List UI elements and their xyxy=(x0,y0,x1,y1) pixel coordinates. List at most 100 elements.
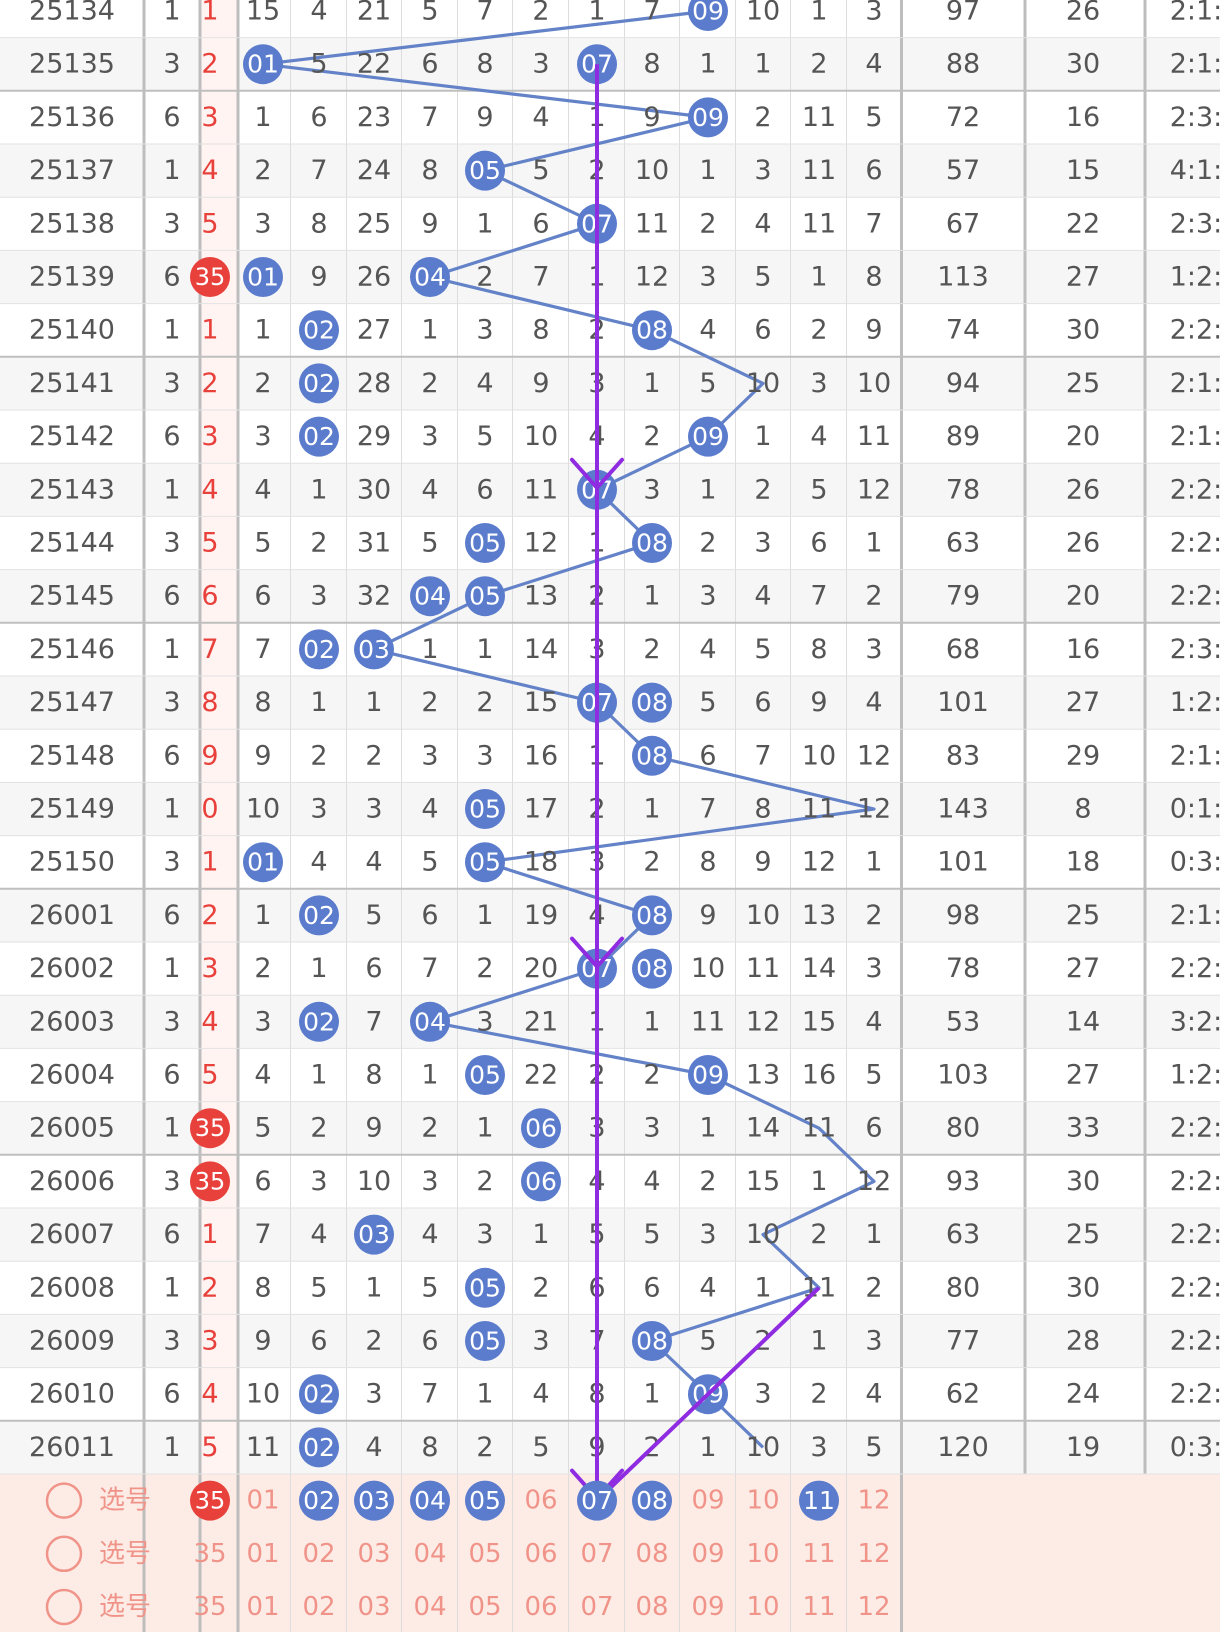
select-number[interactable]: 11 xyxy=(802,1592,835,1622)
miss-count: 11 xyxy=(802,1113,836,1144)
select-number[interactable]: 09 xyxy=(691,1486,724,1516)
miss-count: 9 xyxy=(865,315,882,346)
select-number[interactable]: 05 xyxy=(468,1592,501,1622)
miss-count: 1 xyxy=(476,208,493,239)
ball xyxy=(299,629,339,670)
miss-count: 8 xyxy=(476,49,493,80)
select-number[interactable]: 06 xyxy=(524,1539,557,1569)
span-value: 20 xyxy=(1066,421,1100,452)
select-number[interactable]: 01 xyxy=(246,1486,279,1516)
ball xyxy=(465,1321,505,1361)
red-column-bg xyxy=(200,0,238,1474)
sum-value: 74 xyxy=(946,315,980,346)
span-value: 25 xyxy=(1066,900,1100,931)
miss-count: 1 xyxy=(254,315,271,346)
select-number[interactable]: 12 xyxy=(857,1539,890,1569)
miss-count: 13 xyxy=(746,1060,780,1091)
miss-count: 2 xyxy=(810,315,827,346)
select-number[interactable]: 06 xyxy=(524,1592,557,1622)
select-number[interactable]: 10 xyxy=(746,1592,779,1622)
miss-count: 2 xyxy=(699,1166,716,1197)
miss-count: 7 xyxy=(532,262,549,293)
span-value: 16 xyxy=(1066,634,1100,665)
miss-count: 3 xyxy=(699,262,716,293)
selected-number-ball[interactable] xyxy=(799,1480,839,1521)
miss-count: 5 xyxy=(476,421,493,452)
span-value: 29 xyxy=(1066,740,1100,771)
selected-number-ball[interactable] xyxy=(354,1480,394,1521)
column-value: 6 xyxy=(163,1379,180,1410)
select-number[interactable]: 05 xyxy=(468,1539,501,1569)
miss-count: 21 xyxy=(357,0,391,27)
miss-count: 17 xyxy=(524,794,558,825)
select-number[interactable]: 03 xyxy=(357,1539,390,1569)
miss-count: 5 xyxy=(254,1113,271,1144)
select-number[interactable]: 10 xyxy=(746,1486,779,1516)
miss-count: 5 xyxy=(365,900,382,931)
sum-value: 79 xyxy=(946,581,980,612)
select-number[interactable]: 06 xyxy=(524,1486,557,1516)
miss-count: 3 xyxy=(310,794,327,825)
selected-number-ball[interactable] xyxy=(577,1480,617,1521)
sum-value: 62 xyxy=(946,1379,980,1410)
span-value: 30 xyxy=(1066,1166,1100,1197)
select-number[interactable]: 09 xyxy=(691,1592,724,1622)
miss-count: 6 xyxy=(421,900,438,931)
select-number[interactable]: 08 xyxy=(635,1539,668,1569)
issue-number: 25142 xyxy=(29,421,115,452)
ball-number: 06 xyxy=(525,1167,557,1196)
sum-value: 93 xyxy=(946,1166,980,1197)
selected-number-ball[interactable] xyxy=(465,1480,505,1521)
span-value: 14 xyxy=(1066,1006,1100,1037)
miss-count: 2 xyxy=(754,474,771,505)
ratio-value: 2:2: xyxy=(1170,1219,1220,1250)
ball xyxy=(465,1267,505,1308)
select-radio[interactable] xyxy=(45,1535,83,1573)
select-number[interactable]: 12 xyxy=(857,1592,890,1622)
select-radio[interactable] xyxy=(45,1482,83,1519)
selected-number-ball[interactable] xyxy=(410,1480,450,1521)
ball-number: 05 xyxy=(469,582,501,611)
tail-value: 5 xyxy=(201,1060,218,1091)
ball xyxy=(521,1108,561,1149)
select-number[interactable]: 04 xyxy=(413,1539,446,1569)
miss-count: 15 xyxy=(246,0,280,27)
ratio-value: 2:2: xyxy=(1170,528,1220,559)
selected-number-ball[interactable] xyxy=(632,1480,672,1521)
selected-number-ball[interactable] xyxy=(299,1480,339,1521)
miss-count: 5 xyxy=(754,262,771,293)
select-number[interactable]: 01 xyxy=(246,1592,279,1622)
select-radio[interactable] xyxy=(45,1588,83,1626)
miss-count: 6 xyxy=(865,1113,882,1144)
select-number[interactable]: 01 xyxy=(246,1539,279,1569)
select-number[interactable]: 12 xyxy=(857,1486,890,1516)
red-ball[interactable] xyxy=(190,1480,230,1521)
ball-number: 04 xyxy=(414,263,446,292)
select-number[interactable]: 02 xyxy=(302,1539,335,1569)
select-number[interactable]: 10 xyxy=(746,1539,779,1569)
miss-count: 3 xyxy=(754,155,771,186)
sum-value: 57 xyxy=(946,155,980,186)
select-number[interactable]: 07 xyxy=(580,1592,613,1622)
ball xyxy=(243,257,283,297)
select-number[interactable]: 04 xyxy=(413,1592,446,1622)
miss-count: 32 xyxy=(357,581,391,612)
issue-number: 25141 xyxy=(29,368,115,399)
select-number[interactable]: 08 xyxy=(635,1592,668,1622)
span-value: 24 xyxy=(1066,1379,1100,1410)
select-number[interactable]: 03 xyxy=(357,1592,390,1622)
hit-ball xyxy=(688,97,728,138)
select-number[interactable]: 11 xyxy=(802,1539,835,1569)
miss-count: 3 xyxy=(421,421,438,452)
miss-count: 10 xyxy=(746,1219,780,1250)
select-number[interactable]: 07 xyxy=(580,1539,613,1569)
miss-count: 2 xyxy=(254,155,271,186)
miss-count: 1 xyxy=(699,1432,716,1463)
ratio-value: 1:2: xyxy=(1170,687,1220,718)
miss-count: 1 xyxy=(810,1166,827,1197)
ratio-value: 2:3: xyxy=(1170,102,1220,133)
miss-count: 1 xyxy=(476,634,493,665)
red-ball-label: 35 xyxy=(195,263,226,291)
select-number[interactable]: 02 xyxy=(302,1592,335,1622)
select-number[interactable]: 09 xyxy=(691,1539,724,1569)
